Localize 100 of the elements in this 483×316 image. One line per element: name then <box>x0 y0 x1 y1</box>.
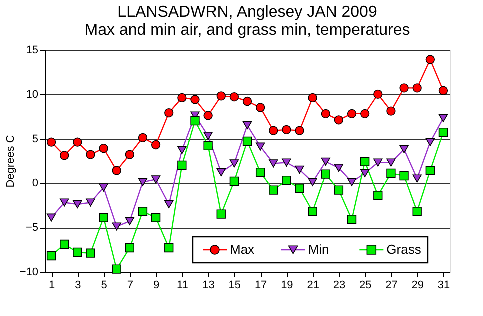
x-tick-label: 31 <box>438 280 450 292</box>
point <box>386 168 396 178</box>
point <box>242 121 252 130</box>
point <box>282 158 292 167</box>
point <box>164 200 174 209</box>
point <box>295 166 304 174</box>
point <box>86 198 96 207</box>
point <box>386 158 396 167</box>
x-tick-label: 23 <box>333 280 346 292</box>
point <box>400 172 409 181</box>
point <box>73 138 82 147</box>
point <box>164 108 174 118</box>
point <box>321 170 330 179</box>
x-tick-label: 3 <box>75 280 82 292</box>
point <box>73 248 82 258</box>
x-tick-label: 15 <box>228 280 242 292</box>
y-axis-title: Degrees C <box>4 135 17 188</box>
point <box>138 133 148 142</box>
point <box>256 142 266 151</box>
point <box>438 128 448 138</box>
point <box>386 106 396 116</box>
point <box>178 160 187 170</box>
y-tick-label: 0 <box>32 178 38 190</box>
x-tick-label: 17 <box>254 280 268 292</box>
chart-title: LLANSADWRN, Anglesey JAN 2009 <box>118 4 378 21</box>
point <box>438 114 448 122</box>
x-tick-label: 5 <box>101 280 108 292</box>
point <box>308 178 318 186</box>
point <box>151 176 161 184</box>
point <box>204 132 213 140</box>
point <box>334 186 344 195</box>
x-tick-label: 7 <box>127 280 134 292</box>
point <box>138 178 148 186</box>
point <box>204 141 213 150</box>
x-tick-label: 27 <box>386 280 398 292</box>
point <box>347 178 357 186</box>
point <box>99 213 108 222</box>
point <box>99 184 108 192</box>
point <box>216 168 226 177</box>
point <box>112 166 122 176</box>
x-tick-label: 25 <box>359 280 372 292</box>
point <box>112 222 122 231</box>
point <box>426 138 435 146</box>
point <box>151 140 161 150</box>
point <box>46 251 56 261</box>
point <box>60 240 70 250</box>
legend-label: Min <box>308 242 330 257</box>
point <box>86 248 96 258</box>
legend-label: Grass <box>386 242 422 257</box>
point <box>347 215 357 224</box>
point <box>412 207 422 216</box>
point <box>151 213 161 222</box>
point <box>282 125 292 134</box>
point <box>360 109 370 119</box>
point <box>374 90 383 99</box>
x-tick-label: 11 <box>176 280 188 292</box>
point <box>46 214 56 222</box>
point <box>112 264 122 274</box>
point <box>216 92 226 101</box>
point <box>230 92 240 102</box>
point <box>242 136 252 146</box>
y-tick-label: 10 <box>26 88 38 101</box>
point <box>426 55 435 64</box>
point <box>308 207 318 216</box>
point <box>242 96 252 106</box>
point <box>374 158 383 167</box>
x-tick-label: 29 <box>412 280 424 292</box>
y-tick-label: 15 <box>26 44 38 56</box>
point <box>204 111 213 120</box>
y-tick-label: −10 <box>20 266 38 278</box>
point <box>60 151 70 160</box>
point <box>256 168 266 178</box>
point <box>412 174 422 183</box>
y-tick-label: 5 <box>32 133 38 146</box>
point <box>125 150 134 160</box>
point <box>400 84 409 93</box>
point <box>190 95 200 104</box>
point <box>400 145 409 154</box>
point <box>125 243 135 253</box>
point <box>426 166 435 176</box>
chart-subtitle: Max and min air, and grass min, temperatures <box>84 22 410 39</box>
point <box>308 93 318 103</box>
point <box>256 103 266 112</box>
point <box>269 186 278 195</box>
point <box>125 217 134 226</box>
point <box>321 158 330 166</box>
point <box>138 207 148 216</box>
point <box>99 144 108 154</box>
point <box>190 116 200 126</box>
point <box>86 150 96 160</box>
point <box>269 126 278 136</box>
point <box>178 146 187 154</box>
point <box>412 84 422 93</box>
point <box>374 191 383 200</box>
point <box>295 184 304 194</box>
point <box>230 176 240 186</box>
x-tick-label: 21 <box>307 280 320 292</box>
point <box>282 176 292 186</box>
point <box>334 164 344 172</box>
point <box>360 169 370 178</box>
